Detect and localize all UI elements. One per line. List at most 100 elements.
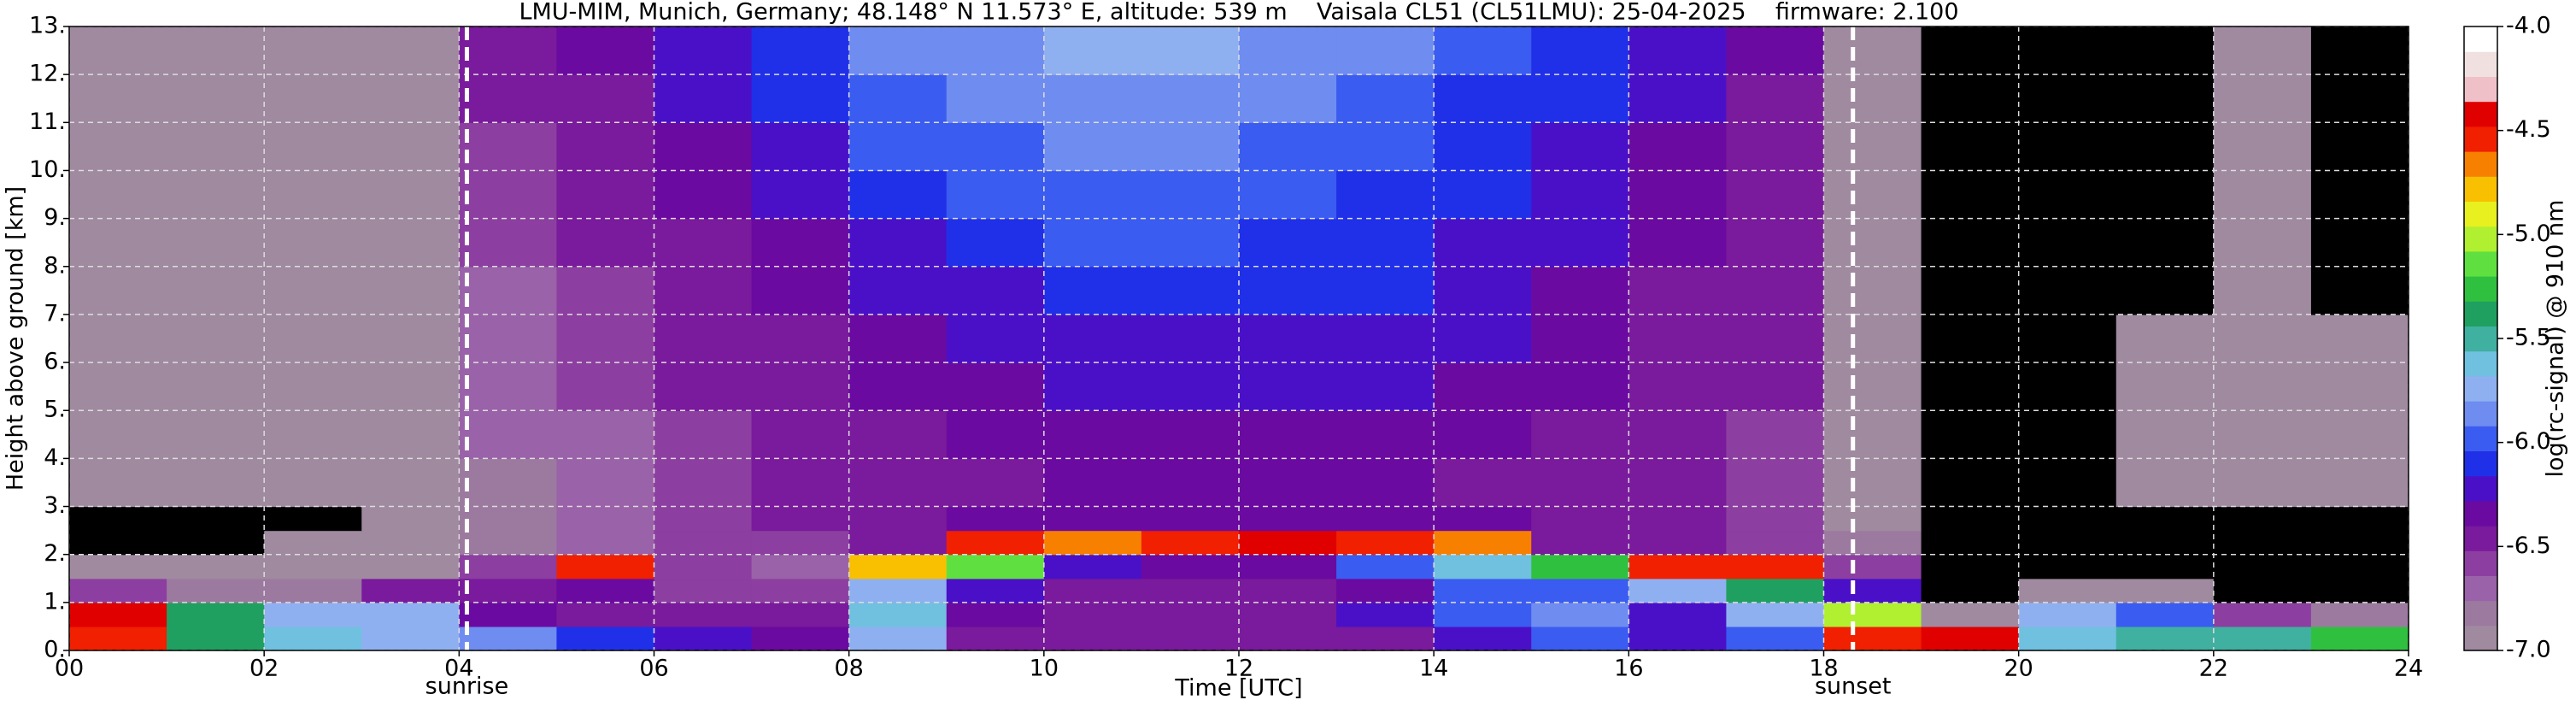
heatmap-cell <box>556 266 655 315</box>
heatmap-cell <box>1141 602 1240 627</box>
heatmap-cell <box>2310 458 2409 508</box>
heatmap-cell <box>2018 530 2117 556</box>
heatmap-cell <box>2213 314 2312 363</box>
colorbar-tick-label: -6.5 <box>2506 532 2551 559</box>
heatmap-cell <box>946 218 1045 268</box>
heatmap-cell <box>751 626 850 651</box>
heatmap-cell <box>459 530 558 556</box>
heatmap-cell <box>2115 602 2215 627</box>
heatmap-cell <box>946 626 1045 651</box>
heatmap-cell <box>361 266 460 315</box>
heatmap-cell <box>1726 74 1825 123</box>
heatmap-cell <box>654 362 753 411</box>
heatmap-cell <box>2310 554 2409 580</box>
colorbar-segment <box>2464 276 2497 302</box>
colorbar-segment <box>2464 76 2497 103</box>
heatmap-cell <box>1921 74 2020 123</box>
heatmap-cell <box>1043 578 1142 603</box>
heatmap-cell <box>2213 458 2312 508</box>
heatmap-cell <box>361 314 460 363</box>
colorbar-segment <box>2464 500 2497 527</box>
x-axis-label: Time [UTC] <box>1174 675 1302 702</box>
heatmap-cell <box>946 74 1045 123</box>
heatmap-cell <box>2018 578 2117 603</box>
heatmap-cell <box>459 362 558 411</box>
heatmap-cell <box>2213 626 2312 651</box>
heatmap-cell <box>556 506 655 532</box>
heatmap-cell <box>69 170 167 220</box>
heatmap-cell <box>751 74 850 123</box>
heatmap-cell <box>2018 74 2117 123</box>
heatmap-cell <box>1531 266 1629 315</box>
heatmap-cell <box>1823 626 1922 651</box>
heatmap-cell <box>1141 170 1240 220</box>
heatmap-cell <box>751 506 850 532</box>
heatmap-cell <box>654 266 753 315</box>
heatmap-cell <box>2213 554 2312 580</box>
heatmap-cell <box>556 362 655 411</box>
heatmap-cell <box>654 26 753 75</box>
heatmap-cell <box>1336 458 1435 508</box>
colorbar-segment <box>2464 625 2497 651</box>
heatmap-cell <box>751 170 850 220</box>
heatmap-cell <box>167 74 265 123</box>
heatmap-cell <box>1628 362 1728 411</box>
heatmap-cell <box>1726 314 1825 363</box>
heatmap-cell <box>848 554 948 580</box>
heatmap-cell <box>751 410 850 459</box>
heatmap-cell <box>69 410 167 459</box>
heatmap-cell <box>1434 410 1532 459</box>
heatmap-cell <box>556 26 655 75</box>
heatmap-cell <box>1823 122 1922 172</box>
heatmap-cell <box>1434 266 1532 315</box>
heatmap-cell <box>167 26 265 75</box>
heatmap-cell <box>2310 530 2409 556</box>
heatmap-cell <box>2213 362 2312 411</box>
heatmap-cell <box>1531 530 1629 556</box>
heatmap-cell <box>751 530 850 556</box>
heatmap-cell <box>459 266 558 315</box>
heatmap-cell <box>264 602 362 627</box>
y-tick-label: 0. <box>44 637 66 663</box>
heatmap-cell <box>459 170 558 220</box>
heatmap-cell <box>848 410 948 459</box>
heatmap-cell <box>946 530 1045 556</box>
heatmap-cell <box>1043 602 1142 627</box>
colorbar-segment <box>2464 51 2497 77</box>
heatmap-cell <box>2115 170 2215 220</box>
heatmap-cell <box>1043 26 1142 75</box>
heatmap-cell <box>2310 122 2409 172</box>
heatmap-cell <box>2115 218 2215 268</box>
heatmap-cell <box>654 122 753 172</box>
heatmap-cell <box>1043 170 1142 220</box>
heatmap-cell <box>946 314 1045 363</box>
heatmap-cell <box>1823 218 1922 268</box>
heatmap-cell <box>2310 578 2409 603</box>
heatmap-cell <box>2310 362 2409 411</box>
heatmap-cell <box>1141 26 1240 75</box>
heatmap-cell <box>2018 266 2117 315</box>
heatmap-cell <box>556 74 655 123</box>
heatmap-cell <box>1726 122 1825 172</box>
heatmap-cell <box>1726 218 1825 268</box>
heatmap-cell <box>2310 218 2409 268</box>
heatmap-cell <box>946 122 1045 172</box>
heatmap-cell <box>1823 74 1922 123</box>
heatmap-cell <box>1823 26 1922 75</box>
heatmap-cell <box>1531 506 1629 532</box>
y-tick-label: 6. <box>44 349 66 375</box>
heatmap-cell <box>1823 506 1922 532</box>
x-tick-label: 18 <box>1809 656 1838 682</box>
heatmap-cell <box>264 626 362 651</box>
heatmap-cell <box>2115 266 2215 315</box>
heatmap-cell <box>654 74 753 123</box>
heatmap-cell <box>1141 362 1240 411</box>
heatmap-cell <box>459 554 558 580</box>
heatmap-cell <box>459 122 558 172</box>
y-tick-label: 3. <box>44 492 66 519</box>
x-tick-label: 00 <box>55 656 84 682</box>
heatmap-cell <box>1043 530 1142 556</box>
heatmap-cell <box>654 626 753 651</box>
y-tick-label: 11. <box>29 109 66 135</box>
